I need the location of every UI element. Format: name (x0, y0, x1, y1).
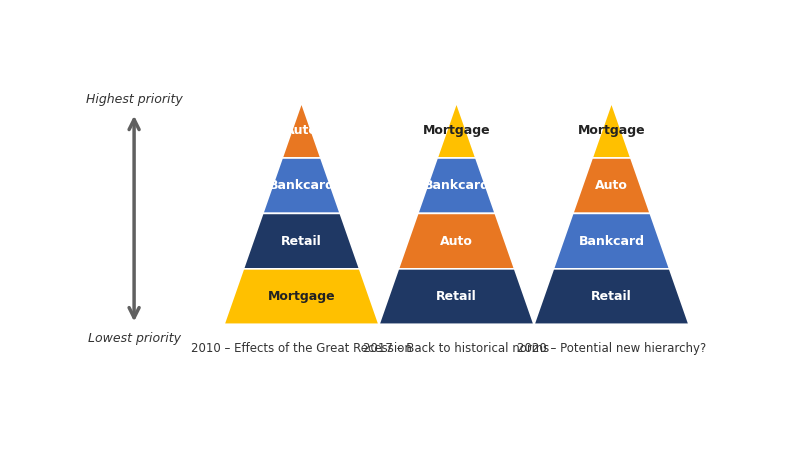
Text: Retail: Retail (436, 290, 477, 303)
Text: Lowest priority: Lowest priority (88, 332, 181, 345)
Polygon shape (573, 158, 650, 213)
Polygon shape (418, 158, 495, 213)
Text: Auto: Auto (595, 179, 628, 192)
Text: Highest priority: Highest priority (86, 93, 182, 106)
Polygon shape (262, 158, 340, 213)
Text: Mortgage: Mortgage (268, 290, 335, 303)
Text: 2020 – Potential new hierarchy?: 2020 – Potential new hierarchy? (517, 342, 706, 355)
Text: Retail: Retail (591, 290, 632, 303)
Polygon shape (282, 103, 321, 158)
Polygon shape (379, 269, 534, 324)
Text: 2010 – Effects of the Great Recession: 2010 – Effects of the Great Recession (191, 342, 412, 355)
Polygon shape (398, 213, 514, 269)
Text: Mortgage: Mortgage (578, 124, 646, 137)
Polygon shape (534, 269, 689, 324)
Polygon shape (592, 103, 631, 158)
Text: 2017 – Back to historical norms: 2017 – Back to historical norms (363, 342, 550, 355)
Text: Auto: Auto (440, 234, 473, 248)
Text: Mortgage: Mortgage (422, 124, 490, 137)
Text: Bankcard: Bankcard (423, 179, 490, 192)
Text: Retail: Retail (281, 234, 322, 248)
Polygon shape (554, 213, 670, 269)
Polygon shape (224, 269, 379, 324)
Text: Bankcard: Bankcard (269, 179, 334, 192)
Text: Auto: Auto (285, 124, 318, 137)
Text: Bankcard: Bankcard (578, 234, 645, 248)
Polygon shape (243, 213, 360, 269)
Polygon shape (437, 103, 476, 158)
